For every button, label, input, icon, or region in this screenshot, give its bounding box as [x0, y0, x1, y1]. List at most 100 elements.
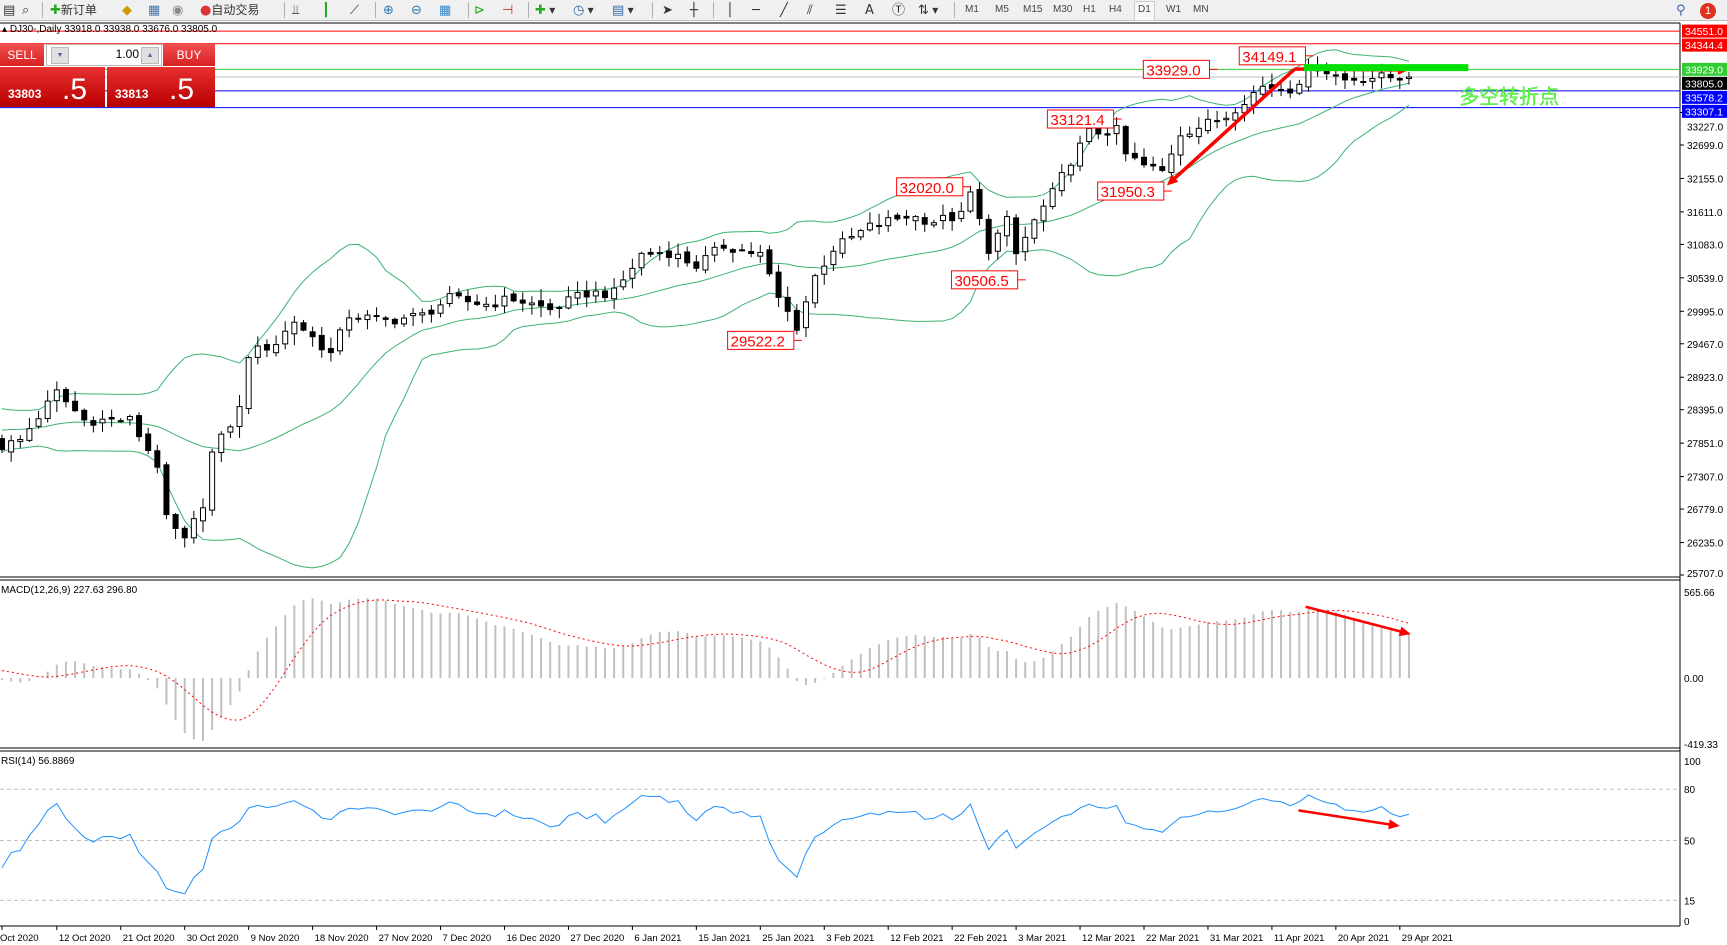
candle-body-bullish [1369, 78, 1376, 82]
notifications-button[interactable]: 1 [1700, 1, 1716, 19]
candle [126, 414, 133, 426]
candle-body-bearish [547, 303, 554, 311]
candle-body-bearish [976, 188, 983, 219]
candle [684, 246, 691, 267]
search-icon[interactable]: ⚲ [1676, 3, 1686, 18]
candle-body-bullish [876, 224, 883, 227]
timeframe-w1[interactable]: W1 [1166, 4, 1181, 15]
candle-body-bullish [236, 406, 243, 427]
candle [519, 292, 526, 312]
candle-body-bearish [1013, 217, 1020, 255]
candle [236, 395, 243, 438]
profiles-icon[interactable]: ▤ [3, 3, 16, 18]
candle-body-bearish [784, 296, 791, 312]
text-icon[interactable]: A [865, 3, 874, 18]
auto-scroll-icon[interactable]: ⊳ [474, 3, 485, 18]
candle-body-bullish [1232, 112, 1239, 121]
horizontal-line-icon[interactable]: ─ [752, 3, 760, 18]
timeframe-m1[interactable]: M1 [965, 4, 979, 15]
candle [382, 315, 389, 327]
navigator-icon[interactable]: ▦ [148, 3, 161, 18]
candle [0, 434, 5, 454]
candle-body-bearish [1141, 156, 1147, 166]
candle [136, 412, 143, 442]
chart-ohlc: 33918.0 33938.0 33676.0 33805.0 [64, 24, 218, 35]
timeframe-h1[interactable]: H1 [1083, 4, 1096, 15]
candle [1186, 126, 1193, 139]
separator [284, 2, 285, 18]
candle [181, 525, 188, 548]
text-label-icon[interactable]: Ⓣ [892, 3, 906, 18]
timeframe-mn[interactable]: MN [1193, 4, 1209, 15]
bar-chart-icon[interactable]: ⫫ [292, 3, 300, 18]
new-order-button[interactable]: ✚新订单 [50, 1, 97, 19]
rsi-tick-label: 50 [1684, 837, 1696, 848]
timeframe-m30[interactable]: M30 [1053, 4, 1073, 15]
fibonacci-icon[interactable]: ☰ [835, 3, 847, 18]
timeframe-m15[interactable]: M15 [1023, 4, 1043, 15]
crosshair-icon[interactable]: ┼ [690, 3, 698, 18]
candle [565, 286, 572, 310]
trendline-icon[interactable]: ╱ [780, 3, 788, 18]
arrows-dropdown[interactable]: ⇅ ▾ [918, 3, 939, 18]
candle-body-bullish [254, 345, 261, 358]
candle-body-bearish [474, 301, 481, 305]
auto-trading-button[interactable]: ●自动交易 [200, 1, 259, 19]
candle-body-bearish [656, 252, 663, 255]
lot-size-value[interactable]: 1.00 [115, 47, 139, 61]
candle [90, 416, 97, 433]
candle-body-bearish [748, 251, 755, 255]
chart-shift-icon[interactable]: ⊣ [502, 3, 514, 18]
candle-body-bullish [35, 418, 42, 427]
sell-button[interactable]: SELL [0, 44, 44, 66]
sell-price-button[interactable]: 33803 .5 [0, 67, 105, 107]
vertical-line-icon[interactable]: │ [726, 3, 734, 18]
candle-body-bearish [428, 309, 435, 315]
sell-price-fraction: .5 [62, 73, 88, 106]
buy-button[interactable]: BUY [163, 44, 215, 66]
line-price-badge [1682, 76, 1727, 90]
candle [1204, 109, 1211, 134]
zoom-window-icon[interactable]: ⌕ [22, 3, 30, 18]
candle-body-bullish [528, 302, 535, 306]
price-tick-label: 32155.0 [1687, 174, 1724, 185]
price-tick-label: 29467.0 [1687, 340, 1724, 351]
candle-body-bearish [949, 212, 956, 222]
cursor-icon[interactable]: ➤ [662, 3, 673, 18]
candle-body-bearish [163, 464, 170, 516]
candle [538, 289, 545, 318]
candle [8, 435, 15, 462]
candle [528, 296, 535, 315]
timeframe-h4[interactable]: H4 [1109, 4, 1122, 15]
candle-body-bullish [958, 210, 965, 219]
price-label-text: 34149.1 [1242, 49, 1296, 66]
candle [1351, 68, 1358, 86]
signals-icon[interactable]: ◉ [172, 3, 184, 18]
zoom-in-icon[interactable]: ⊕ [383, 3, 394, 18]
buy-price-button[interactable]: 33813 .5 [107, 67, 215, 107]
lot-size-input[interactable]: ▼ 1.00 ▲ [46, 44, 162, 66]
templates-dropdown[interactable]: ▤ ▾ [612, 3, 634, 18]
candle [145, 427, 152, 455]
date-tick-label: 25 Jan 2021 [762, 933, 814, 944]
lot-decrease-icon[interactable]: ▼ [51, 47, 69, 64]
timeframe-m5[interactable]: M5 [995, 4, 1009, 15]
periods-dropdown[interactable]: ◷ ▾ [573, 3, 594, 18]
trend-arrow-head [1166, 174, 1179, 186]
equidistant-channel-icon[interactable]: ⫽ [807, 3, 813, 18]
zoom-out-icon[interactable]: ⊖ [411, 3, 422, 18]
indicators-dropdown[interactable]: ✚ ▾ [535, 3, 556, 18]
pivot-text: 多空转折点 [1459, 85, 1559, 108]
candlestick-chart-icon[interactable]: ┃ [322, 3, 330, 18]
candle [400, 314, 407, 327]
metaeditor-icon[interactable]: ◆ [122, 3, 132, 18]
candle [26, 418, 33, 442]
toolbar: ▤ ⌕ ✚新订单 ◆ ▦ ◉ ●自动交易 ⫫ ┃ ⟋ ⊕ ⊖ ▦ ⊳ ⊣ ✚ ▾… [0, 0, 1727, 21]
sell-price-main: 33803 [8, 87, 42, 101]
lot-increase-icon[interactable]: ▲ [141, 47, 159, 64]
candle [583, 280, 590, 308]
tile-windows-icon[interactable]: ▦ [439, 3, 452, 18]
timeframe-d1[interactable]: D1 [1134, 1, 1155, 21]
line-chart-icon[interactable]: ⟋ [350, 3, 360, 18]
